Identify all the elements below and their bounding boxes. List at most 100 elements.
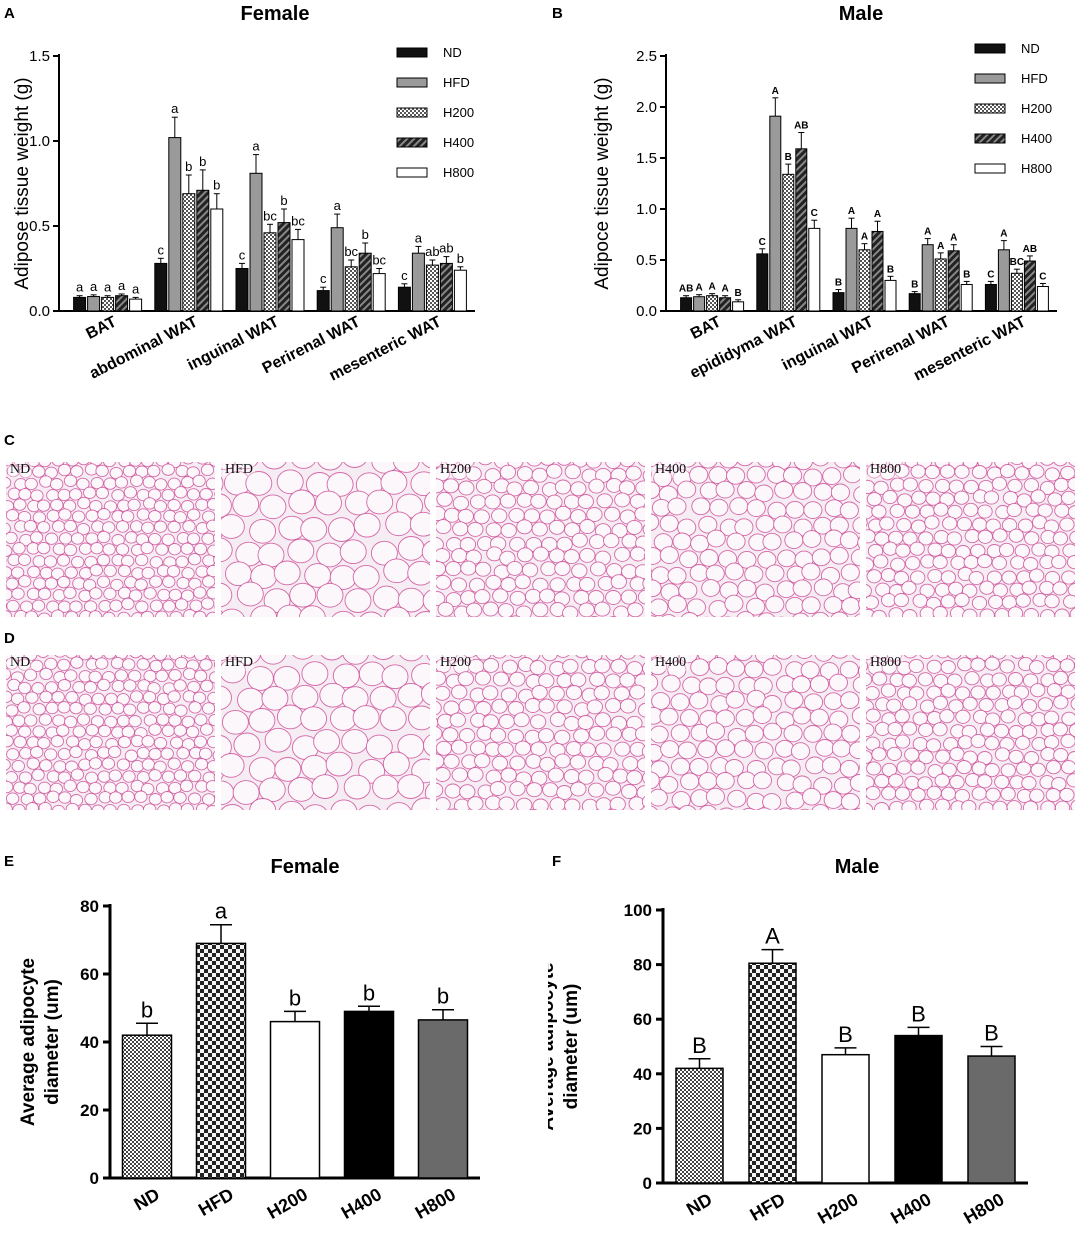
category-label: ND [683,1189,716,1219]
category-label: H800 [960,1189,1007,1228]
y-tick-label: 80 [80,897,99,916]
bar-h400 [947,250,960,312]
significance-label: A [721,284,728,295]
y-tick-label: 80 [633,956,652,975]
significance-label: c [158,242,165,257]
chart-f-male-diameter: Male Average adipocyte diameter (um) 0 20 40 6… [548,856,1028,1228]
y-axis-label-line1: Average adipocyte [548,962,558,1130]
significance-label: AB [679,284,693,295]
significance-label: A [708,282,715,293]
tissue-image [436,655,645,810]
bar-h800 [291,239,305,312]
panel-label-e: E [4,853,15,870]
micrograph-label: ND [8,462,33,478]
bar-nd [984,283,997,312]
significance-label: ab [439,241,453,256]
legend-swatch-h800 [396,167,428,178]
significance-label: C [759,237,766,248]
bar-nd [316,290,330,312]
category-label: H200 [814,1189,861,1228]
significance-label: b [213,178,220,193]
significance-label: AB [1023,244,1037,255]
category-label: H800 [412,1184,459,1223]
micrograph-h200: H200 [436,655,645,810]
bar-h800 [967,1055,1016,1184]
significance-label: b [185,159,192,174]
bar-h800 [453,269,467,312]
y-tick-label: 2.0 [636,99,657,116]
y-tick-label: 1.5 [636,150,657,167]
micrograph-label: H800 [868,462,904,478]
bar-h400 [115,295,129,312]
bar-hfd [411,252,425,312]
bar-nd [680,297,693,312]
tissue-image [6,462,215,617]
chart-title: Female [241,3,310,25]
bar-h200 [1010,272,1023,312]
significance-label: A [937,241,944,252]
significance-label: a [104,280,112,295]
significance-label: bc [291,213,305,228]
y-tick-label: 0 [90,1169,99,1188]
micrograph-nd: ND [6,462,215,617]
bar-nd [235,268,249,312]
chart-title: Female [271,856,340,878]
significance-label: a [132,281,140,296]
bar-h400 [871,230,884,312]
significance-label: A [861,232,868,243]
bar-h800 [129,298,143,312]
significance-label: A [765,924,780,949]
significance-label: c [239,247,246,262]
significance-label: b [457,251,464,266]
bar-h200 [782,173,795,312]
significance-label: ab [425,244,439,259]
bar-nd [908,293,921,312]
legend-label: H200 [443,105,474,120]
significance-label: b [363,980,375,1005]
significance-label: BC [1010,257,1024,268]
bar-h200 [706,295,719,312]
bar-hfd [168,137,182,312]
category-label: H400 [887,1189,934,1228]
panel-label-f: F [552,853,562,870]
micrograph-nd: ND [6,655,215,810]
significance-label: B [734,288,741,299]
bar-nd [675,1067,724,1184]
micrograph-h200: H200 [436,462,645,617]
micrograph-label: H400 [653,655,689,671]
bar-hfd [195,942,247,1179]
legend-label: H800 [1021,161,1052,176]
legend-label: HFD [443,75,470,90]
category-label: H400 [338,1184,385,1223]
significance-label: a [252,139,260,154]
chart-title: Male [839,3,883,25]
micrograph-hfd: HFD [221,462,430,617]
micrograph-h800: H800 [866,462,1075,617]
bar-nd [121,1034,173,1179]
legend-label: H200 [1021,101,1052,116]
micrograph-row-d: ND HFD H200 H400 H800 [6,655,1075,810]
legend-swatch-hfd [974,73,1006,84]
significance-label: b [280,193,287,208]
y-tick-label: 40 [633,1065,652,1084]
bar-nd [73,296,87,312]
legend-swatch-h800 [974,163,1006,174]
significance-label: B [835,278,842,289]
significance-label: a [334,198,342,213]
legend-swatch-nd [396,47,428,58]
micrograph-hfd: HFD [221,655,430,810]
category-label: HFD [195,1184,237,1220]
bar-nd [397,286,411,312]
bar-h800 [960,283,973,312]
panel-label-b: B [552,5,563,22]
significance-label: A [924,227,931,238]
micrograph-h400: H400 [651,462,860,617]
bar-nd [756,253,769,312]
legend-swatch-h400 [974,133,1006,144]
significance-label: B [911,280,918,291]
chart-a-female-tissue-weight: Female Adipose tissue weight (g) 0.0 0.5 1.0… [12,3,475,385]
bar-h800 [210,208,224,312]
y-axis-label-line2: diameter (um) [42,979,63,1105]
bar-h400 [719,297,732,312]
micrograph-row-c: ND HFD H200 H400 H800 [6,462,1075,617]
